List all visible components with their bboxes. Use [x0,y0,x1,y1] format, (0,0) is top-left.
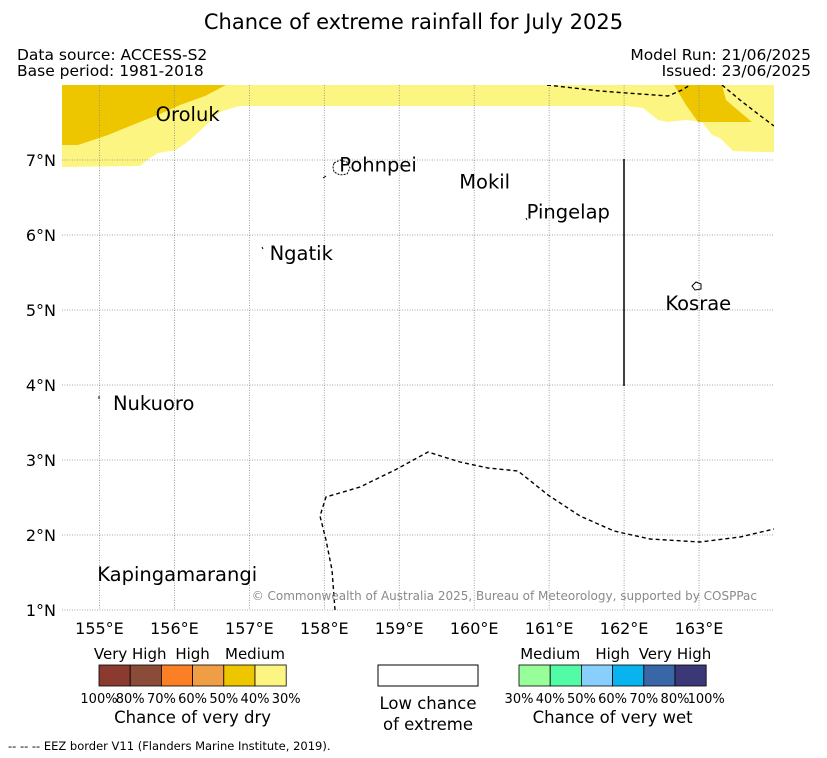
place-label-oroluk: Oroluk [156,103,221,126]
legend-wet-level-label-1: High [595,645,629,663]
meta-left: Data source: ACCESS-S2 Base period: 1981… [17,47,207,79]
legend-wet-tick-2: 50% [567,692,596,707]
lon-tick-label-7: 162°E [600,619,649,638]
legend-wet-tick-1: 40% [536,692,565,707]
lon-tick-label-0: 155°E [75,619,124,638]
place-labels: Oroluk Pohnpei Mokil Pingelap Ngatik Kosrae Nu… [97,103,731,586]
eez-border-northeast [721,85,774,127]
place-label-ngatik: Ngatik [270,242,334,265]
legend-dry-tick-6: 30% [272,692,301,707]
legend-dry-swatch-3 [192,664,225,687]
legend-wet-tick-3: 60% [598,692,627,707]
place-label-kosrae: Kosrae [665,292,731,315]
legend-dry-tick-0: 100% [80,692,117,707]
eez-borders [319,85,774,610]
legend-wet-swatch-4 [643,664,676,687]
legend-neutral-title-line1: Low chance [379,694,476,713]
legend-neutral: Low chance of extreme [377,664,479,734]
legend-wet-level-label-0: Medium [520,645,580,663]
graticule [62,85,774,611]
legend-wet-level-label-2: Very High [639,645,712,663]
lon-tick-label-6: 161°E [525,619,574,638]
issued-label: Issued: 23/06/2025 [661,62,811,80]
data-source-label: Data source: ACCESS-S2 [17,46,208,64]
latitude-labels: 1°N 2°N 3°N 4°N 5°N 6°N 7°N [26,151,56,620]
lon-tick-label-1: 156°E [150,619,199,638]
legend-wet-tick-6: 100% [688,692,725,707]
island-outlines [98,159,702,399]
legend-wet-swatch-3 [612,664,645,687]
lon-tick-label-3: 158°E [300,619,349,638]
dry-medium-30-40-region [62,85,774,167]
legend-wet-swatch-2 [581,664,614,687]
legend-dry-level-label-2: Medium [225,645,285,663]
legend-dry-level-label-0: Very High [94,645,167,663]
map-title: Chance of extreme rainfall for July 2025 [203,10,624,34]
lon-tick-label-2: 157°E [225,619,274,638]
legend-wet-tick-4: 70% [629,692,658,707]
dry-medium-40-50-region-east [674,85,752,122]
legend-dry-swatch-0 [98,664,131,687]
lon-tick-label-4: 159°E [375,619,424,638]
place-label-pingelap: Pingelap [527,201,610,224]
legend-neutral-title-line2: of extreme [383,715,473,734]
legend-dry-tick-1: 80% [116,692,145,707]
pohnpei-island [332,159,351,176]
ant-atoll [322,175,327,179]
lat-tick-label-5: 6°N [26,226,56,245]
place-label-nukuoro: Nukuoro [113,392,194,415]
ngatik-atoll [261,246,264,250]
copyright-notice: © Commonwealth of Australia 2025, Bureau… [252,589,757,603]
eez-border-south [319,451,774,610]
legend-dry-swatch-5 [254,664,287,687]
map-plot-area [62,85,774,167]
legend-wet-tick-0: 30% [505,692,534,707]
legend-dry-tick-2: 70% [147,692,176,707]
legend-wet-tick-5: 80% [661,692,690,707]
longitude-labels: 155°E 156°E 157°E 158°E 159°E 160°E 161°E 162°E… [75,619,723,638]
lat-tick-label-1: 2°N [26,526,56,545]
place-label-pohnpei: Pohnpei [339,153,417,176]
place-label-kapingamarangi: Kapingamarangi [97,563,257,586]
mokil-atoll [525,217,528,221]
legend-dry-swatch-4 [223,664,256,687]
legend-wet: Medium High Very High 30% 40% 50% 60% 70% 80%100… [505,645,725,727]
eez-footnote: -- -- -- EEZ border V11 (Flanders Marine… [8,739,331,753]
dry-medium-40-50-region-west [62,85,226,145]
lat-tick-label-3: 4°N [26,376,56,395]
lat-tick-label-0: 1°N [26,601,56,620]
legend-dry-swatch-1 [129,664,162,687]
meta-right: Model Run: 21/06/2025 Issued: 23/06/2025 [630,47,811,79]
lon-tick-label-5: 160°E [450,619,499,638]
legend-neutral-swatch [377,664,479,687]
kosrae-island [691,281,702,291]
lon-tick-label-8: 163°E [675,619,724,638]
base-period-label: Base period: 1981-2018 [17,62,204,80]
lat-tick-label-4: 5°N [26,301,56,320]
legend-dry-tick-5: 40% [241,692,270,707]
model-run-label: Model Run: 21/06/2025 [630,46,811,64]
lat-tick-label-6: 7°N [26,151,56,170]
legend-dry-tick-3: 60% [178,692,207,707]
lat-tick-label-2: 3°N [26,451,56,470]
legend-dry-swatch-2 [160,664,193,687]
legend-wet-swatch-1 [549,664,582,687]
legend-dry-level-label-1: High [175,645,209,663]
legend-dry-title: Chance of very dry [114,708,271,727]
legend-wet-swatch-5 [674,664,707,687]
legend-wet-swatch-0 [518,664,551,687]
eez-border-north [546,85,691,97]
legend-wet-title: Chance of very wet [533,708,694,727]
place-label-mokil: Mokil [459,171,510,194]
legend-dry-tick-4: 50% [209,692,238,707]
legend-dry: Very High High Medium 100%80% 70% 60% 50% 40% 30… [80,645,300,727]
